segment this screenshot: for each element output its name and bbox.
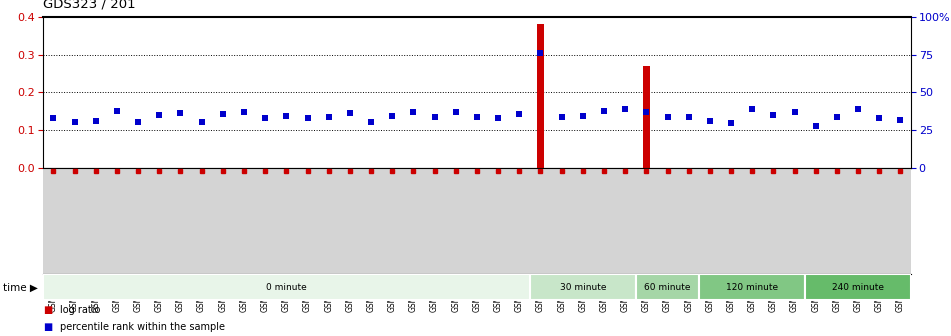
Point [237, 110, 252, 115]
Point [533, 50, 548, 55]
Bar [699, 275, 805, 300]
Point [512, 111, 527, 117]
Point [660, 115, 675, 120]
Text: 0 minute: 0 minute [266, 283, 307, 292]
Point [384, 113, 399, 119]
Point [448, 110, 463, 115]
Point [766, 112, 781, 118]
Bar [643, 66, 650, 168]
Bar [530, 275, 636, 300]
Point [279, 114, 294, 119]
Text: 240 minute: 240 minute [832, 283, 884, 292]
Point [151, 113, 166, 118]
Point [194, 119, 209, 125]
Text: ■: ■ [43, 322, 52, 332]
Point [342, 111, 358, 116]
Point [872, 115, 887, 120]
Point [850, 107, 865, 112]
Point [617, 107, 632, 112]
Point [681, 114, 696, 120]
Text: GDS323 / 201: GDS323 / 201 [43, 0, 135, 10]
Bar [805, 275, 911, 300]
Text: percentile rank within the sample: percentile rank within the sample [60, 322, 225, 332]
Bar [43, 275, 530, 300]
Point [46, 115, 61, 120]
Text: 60 minute: 60 minute [644, 283, 690, 292]
Point [130, 120, 146, 125]
Point [554, 114, 570, 120]
Point [300, 116, 315, 121]
Text: log ratio: log ratio [60, 305, 100, 315]
Text: 30 minute: 30 minute [559, 283, 606, 292]
Point [575, 113, 591, 119]
Point [258, 115, 273, 120]
Text: time ▶: time ▶ [3, 282, 38, 292]
Bar [636, 275, 699, 300]
Text: ■: ■ [43, 305, 52, 315]
Text: 120 minute: 120 minute [727, 283, 778, 292]
Point [787, 110, 803, 115]
Point [109, 108, 125, 113]
Point [406, 110, 421, 115]
Point [491, 115, 506, 120]
Point [470, 114, 485, 120]
Point [808, 124, 824, 129]
Point [215, 111, 230, 116]
Point [173, 111, 188, 116]
Point [427, 114, 442, 120]
Point [67, 120, 82, 125]
Point [321, 114, 337, 120]
Point [363, 119, 378, 124]
Bar [537, 25, 544, 168]
Point [893, 117, 908, 123]
Point [639, 110, 654, 115]
Point [596, 108, 611, 114]
Point [88, 118, 104, 123]
Point [702, 118, 717, 123]
Point [745, 107, 760, 112]
Point [829, 114, 844, 119]
Point [724, 120, 739, 125]
